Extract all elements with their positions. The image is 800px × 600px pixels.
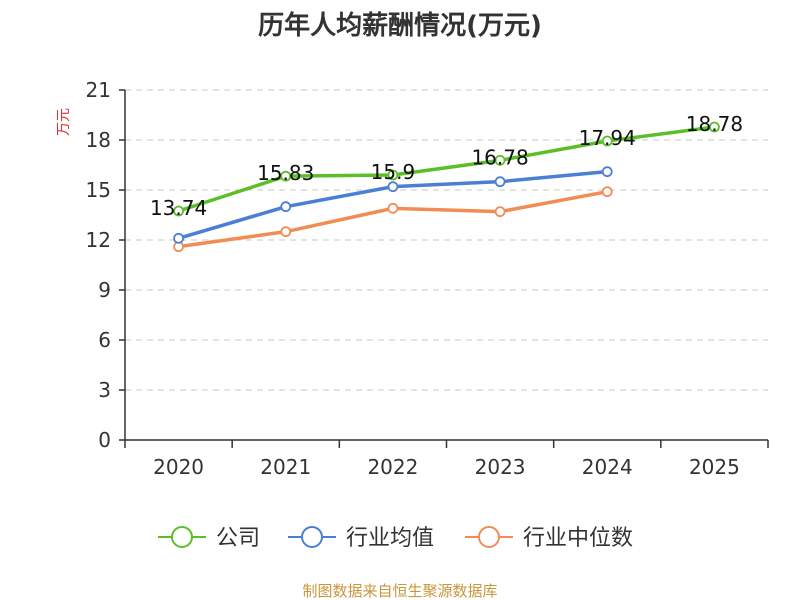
data-label: 16.78 bbox=[471, 145, 528, 169]
series-point-0 bbox=[709, 121, 720, 133]
data-labels: 13.74 15.83 15.9 16.78 17.94 18.78 bbox=[150, 112, 743, 220]
x-tick-label: 2020 bbox=[153, 455, 204, 479]
data-label: 13.74 bbox=[150, 196, 207, 220]
x-tick-label: 2025 bbox=[689, 455, 740, 479]
source-note: 制图数据来自恒生聚源数据库 bbox=[302, 582, 497, 600]
series-point-1 bbox=[601, 166, 613, 178]
series-point-1 bbox=[494, 176, 506, 188]
data-label: 17.94 bbox=[579, 126, 636, 150]
series-point-1 bbox=[173, 232, 184, 244]
series-point-1 bbox=[280, 201, 292, 213]
series-lines bbox=[173, 121, 720, 253]
series-point-2 bbox=[387, 202, 399, 214]
y-tick-label: 3 bbox=[98, 378, 111, 402]
x-tick-label: 2021 bbox=[260, 455, 311, 479]
series-point-2 bbox=[494, 206, 506, 218]
y-axis-unit-label: 万元 bbox=[56, 108, 72, 136]
y-tick-label: 0 bbox=[98, 428, 111, 452]
y-tick-label: 21 bbox=[86, 78, 111, 102]
legend-marker bbox=[478, 526, 500, 548]
series-point-2 bbox=[280, 226, 292, 238]
y-tick-label: 6 bbox=[98, 328, 111, 352]
series-point-0 bbox=[387, 169, 399, 181]
x-tick-label: 2023 bbox=[475, 455, 526, 479]
legend-label: 行业中位数 bbox=[523, 526, 633, 551]
legend-marker bbox=[171, 526, 193, 548]
chart-title: 历年人均薪酬情况(万元) bbox=[258, 10, 542, 41]
legend-label: 行业均值 bbox=[346, 526, 434, 551]
grid-lines bbox=[125, 89, 768, 391]
legend-label: 公司 bbox=[216, 526, 260, 551]
legend-marker bbox=[301, 526, 323, 548]
series-point-0 bbox=[494, 154, 506, 166]
series-line-0 bbox=[178, 125, 715, 213]
data-label: 18.78 bbox=[686, 112, 743, 136]
series-point-1 bbox=[387, 181, 399, 193]
y-tick-label: 15 bbox=[86, 178, 111, 202]
data-label: 15.9 bbox=[371, 160, 416, 184]
y-tick-label: 9 bbox=[98, 278, 111, 302]
x-tick-label: 2024 bbox=[582, 455, 633, 479]
series-point-0 bbox=[280, 170, 292, 182]
series-point-0 bbox=[173, 205, 184, 217]
y-tick-label: 12 bbox=[86, 228, 111, 252]
x-tick-label: 2022 bbox=[367, 455, 418, 479]
series-point-2 bbox=[601, 186, 613, 198]
series-point-0 bbox=[601, 135, 613, 147]
y-tick-label: 18 bbox=[86, 128, 111, 152]
axes: 0 3 6 9 12 15 18 21 2020 2021 2022 2023 2024 2025 bbox=[86, 78, 769, 479]
legend: 公司 行业均值 行业中位数 bbox=[158, 526, 633, 551]
data-label: 15.83 bbox=[257, 161, 314, 185]
